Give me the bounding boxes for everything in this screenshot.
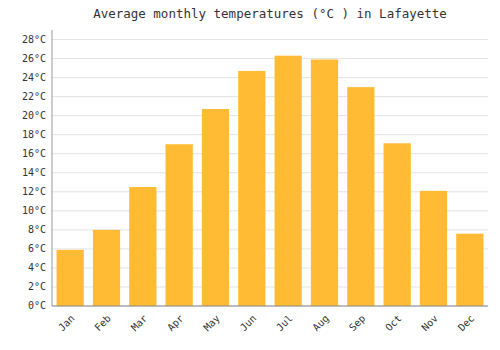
x-tick-label: Jun bbox=[238, 313, 259, 334]
grid bbox=[52, 40, 488, 306]
chart: 0°C 2°C 4°C 6°C 8°C 10°C 12°C 14°C 16°C 18°C 20°C 2… bbox=[0, 0, 500, 350]
bar bbox=[420, 191, 447, 306]
grid-line bbox=[52, 77, 488, 78]
y-tick-label: 24°C bbox=[22, 72, 46, 83]
y-axis-line bbox=[52, 30, 53, 306]
y-tick-label: 4°C bbox=[28, 262, 46, 273]
y-tick-label: 20°C bbox=[22, 110, 46, 121]
page: {"chart_data": {"type": "bar", "title": … bbox=[0, 0, 500, 350]
x-ticks: Jan Feb Mar Apr May Jun Jul Aug Sep Oct Nov Dec bbox=[56, 313, 476, 334]
bar bbox=[311, 60, 338, 306]
grid-line bbox=[52, 134, 488, 135]
y-tick-label: 12°C bbox=[22, 186, 46, 197]
grid-line bbox=[52, 172, 488, 173]
grid-line bbox=[52, 39, 488, 40]
grid-line bbox=[52, 58, 488, 59]
bar bbox=[57, 250, 84, 306]
grid-line bbox=[52, 96, 488, 97]
x-tick-label: Dec bbox=[456, 313, 477, 334]
y-tick-label: 2°C bbox=[28, 281, 46, 292]
grid-line bbox=[52, 306, 488, 307]
bar bbox=[456, 234, 483, 306]
x-tick-label: Apr bbox=[165, 313, 186, 334]
x-tick-label: May bbox=[201, 313, 222, 334]
bars bbox=[57, 56, 484, 306]
y-tick-label: 26°C bbox=[22, 53, 46, 64]
x-tick-label: Oct bbox=[383, 313, 404, 334]
title: Average monthly temperatures (°C ) in La… bbox=[93, 6, 447, 21]
y-tick-label: 16°C bbox=[22, 148, 46, 159]
x-tick-label: Nov bbox=[419, 313, 440, 334]
grid-line bbox=[52, 115, 488, 116]
bar bbox=[238, 71, 265, 306]
bar bbox=[166, 144, 193, 306]
y-ticks: 0°C 2°C 4°C 6°C 8°C 10°C 12°C 14°C 16°C 18°C 20°C 2… bbox=[22, 34, 46, 311]
y-tick-label: 0°C bbox=[28, 300, 46, 311]
y-tick-label: 14°C bbox=[22, 167, 46, 178]
bar bbox=[275, 56, 302, 306]
bar bbox=[347, 87, 374, 306]
x-tick-label: Jan bbox=[56, 313, 77, 334]
x-tick-label: Feb bbox=[92, 313, 113, 334]
y-tick-label: 6°C bbox=[28, 243, 46, 254]
grid-line bbox=[52, 153, 488, 154]
y-tick-label: 10°C bbox=[22, 205, 46, 216]
y-tick-label: 18°C bbox=[22, 129, 46, 140]
bar bbox=[384, 143, 411, 306]
x-tick-label: Jul bbox=[274, 313, 295, 334]
bar bbox=[129, 187, 156, 306]
y-tick-label: 28°C bbox=[22, 34, 46, 45]
x-tick-label: Sep bbox=[347, 313, 368, 334]
x-tick-label: Aug bbox=[310, 313, 331, 334]
bar bbox=[93, 230, 120, 306]
y-tick-label: 22°C bbox=[22, 91, 46, 102]
x-axis-line bbox=[52, 306, 488, 307]
bar bbox=[202, 109, 229, 306]
y-tick-label: 8°C bbox=[28, 224, 46, 235]
x-tick-label: Mar bbox=[129, 313, 150, 334]
